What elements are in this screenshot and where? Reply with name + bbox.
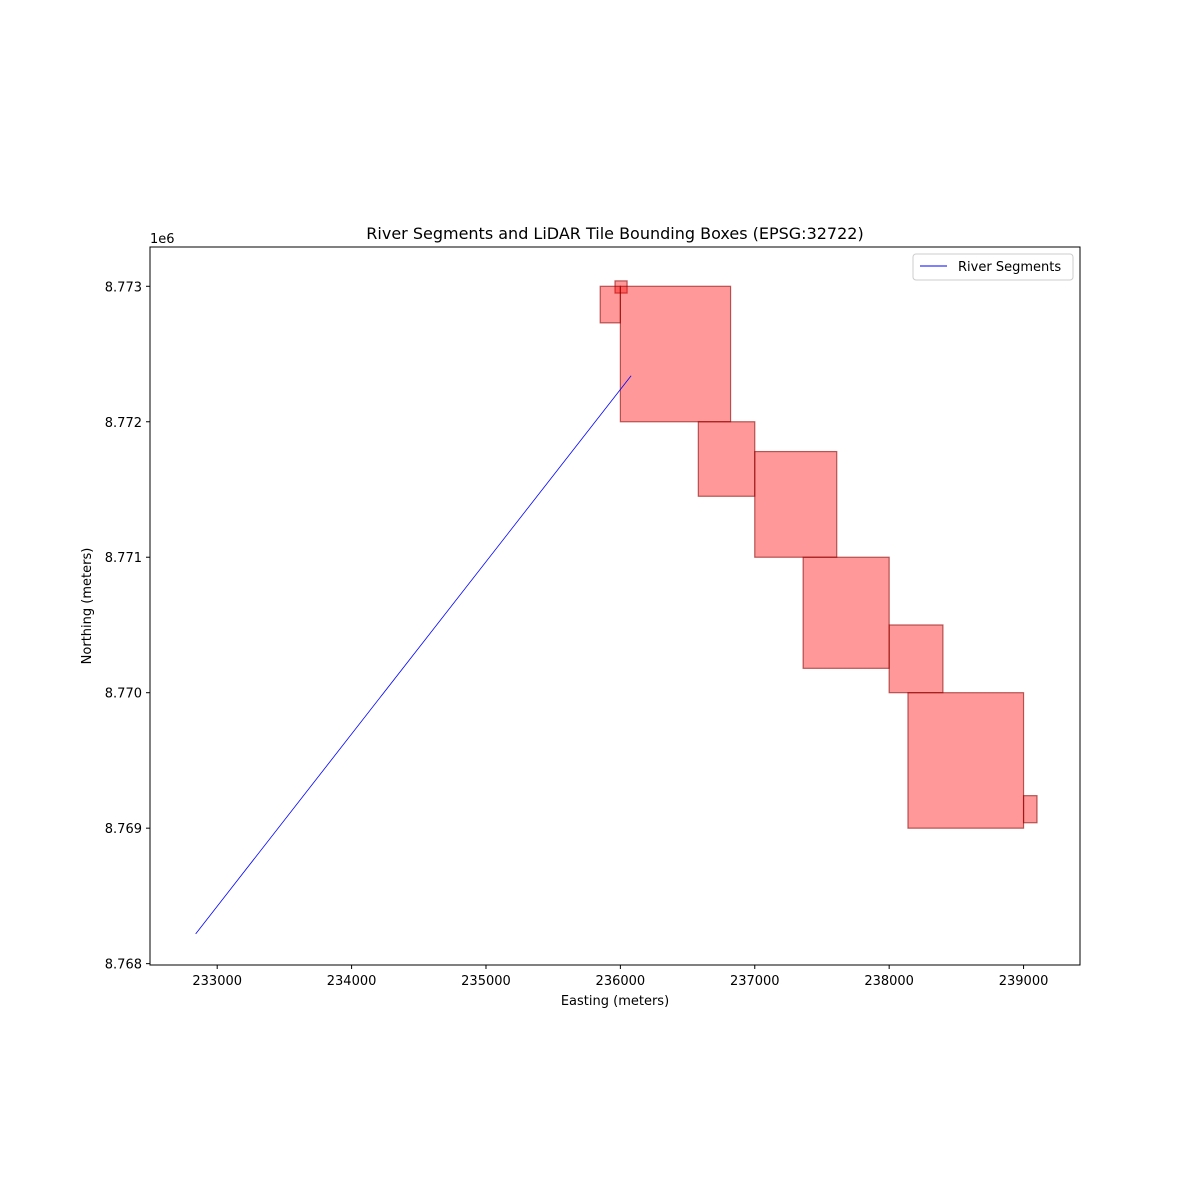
y-tick-label: 8.770: [105, 687, 142, 702]
y-tick-label: 8.768: [105, 958, 142, 973]
river-segments-series: [195, 375, 632, 935]
series-line-1: [195, 375, 632, 935]
x-axis-label: Easting (meters): [561, 994, 669, 1009]
x-tick-label: 235000: [461, 974, 511, 989]
tile-box-2: [599, 285, 621, 324]
y-offset-label: 1e6: [150, 232, 175, 247]
y-tick-label: 8.772: [105, 416, 142, 431]
tile-box-9: [1022, 795, 1038, 824]
y-axis-label: Northing (meters): [80, 548, 95, 665]
legend: River Segments: [912, 253, 1074, 281]
x-tick-label: 237000: [730, 974, 780, 989]
legend-box: [912, 253, 1074, 281]
plot-frame: [149, 246, 1081, 966]
x-tick-label: 234000: [327, 974, 377, 989]
y-tick-label: 8.769: [105, 822, 142, 837]
y-tick-label: 8.773: [105, 280, 142, 295]
tile-boxes: [599, 280, 1038, 829]
chart-title: River Segments and LiDAR Tile Bounding B…: [366, 224, 863, 243]
y-tick-label: 8.771: [105, 551, 142, 566]
tile-box-3: [619, 285, 732, 423]
x-tick-label: 233000: [192, 974, 242, 989]
legend-label-river-segments: River Segments: [958, 260, 1061, 275]
tile-box-5: [754, 450, 838, 558]
x-tick-label: 238000: [864, 974, 914, 989]
x-axis-ticks: 233000 234000 235000 236000 237000 238000 2390…: [192, 965, 1048, 989]
tile-box-4: [697, 421, 756, 497]
tile-box-7: [888, 624, 944, 694]
tile-box-6: [802, 556, 890, 669]
y-axis-ticks: 8.768 8.769 8.770 8.771 8.772 8.773: [105, 280, 150, 973]
tile-box-8: [907, 692, 1025, 829]
tile-box-1: [614, 280, 628, 294]
x-tick-label: 239000: [999, 974, 1049, 989]
x-tick-label: 236000: [596, 974, 646, 989]
